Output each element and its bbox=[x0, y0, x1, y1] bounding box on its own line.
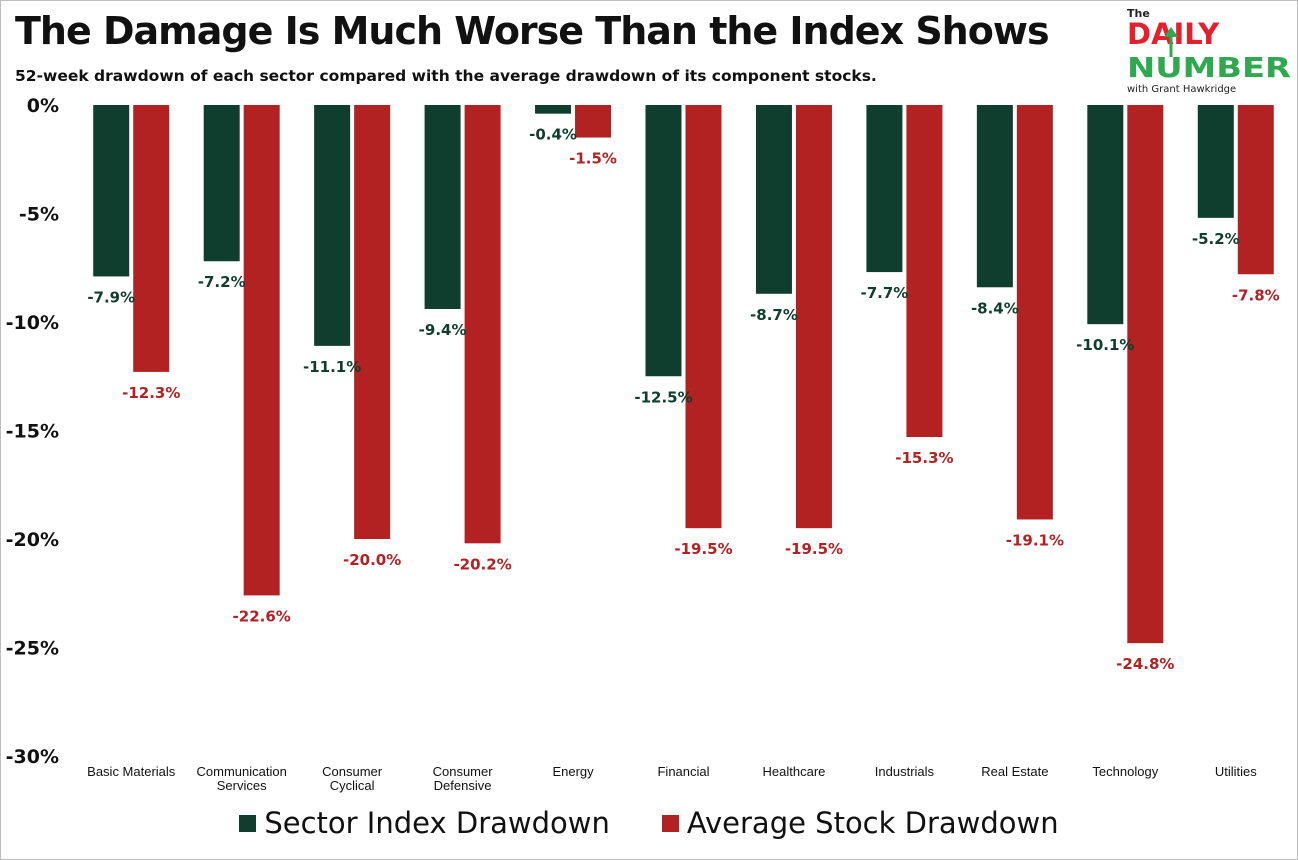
sector-index-value-label: -0.4% bbox=[529, 126, 577, 144]
average-stock-bar bbox=[1237, 105, 1274, 275]
average-stock-bar bbox=[685, 105, 722, 529]
sector-index-value-label: -8.7% bbox=[750, 306, 798, 324]
average-stock-bar bbox=[575, 105, 612, 138]
legend-label-average-stock: Average Stock Drawdown bbox=[686, 806, 1059, 840]
sector-index-value-label: -8.4% bbox=[971, 299, 1019, 317]
average-stock-bar bbox=[1127, 105, 1164, 644]
bar-labels: -7.9% -12.3% -7.2% -22.6% -11.1% -20.0% -9.4% -… bbox=[87, 126, 1279, 673]
y-tick-label: -20% bbox=[6, 529, 59, 551]
legend-item-average-stock[interactable]: Average Stock Drawdown bbox=[661, 806, 1059, 840]
average-stock-bar bbox=[906, 105, 943, 438]
x-category-label: Energy bbox=[552, 764, 594, 779]
sector-index-bar bbox=[93, 105, 130, 277]
sector-index-value-label: -9.4% bbox=[419, 321, 467, 339]
x-category-label: Technology bbox=[1092, 764, 1158, 779]
sector-index-value-label: -7.9% bbox=[87, 288, 135, 306]
sector-index-bar bbox=[314, 105, 351, 346]
sector-index-bar bbox=[203, 105, 240, 262]
x-category-label: Utilities bbox=[1215, 764, 1257, 779]
bar-chart: 0%-5%-10%-15%-20%-25%-30% -7.9%-12.3%-7.… bbox=[6, 95, 1280, 793]
chart-title: The Damage Is Much Worse Than the Index … bbox=[15, 9, 1050, 53]
sector-index-value-label: -7.7% bbox=[860, 284, 908, 302]
sector-index-bar bbox=[755, 105, 792, 294]
average-stock-value-label: -15.3% bbox=[895, 449, 953, 467]
sector-index-bar bbox=[1087, 105, 1124, 325]
average-stock-value-label: -22.6% bbox=[233, 607, 291, 625]
sector-index-bar bbox=[976, 105, 1013, 288]
average-stock-bar bbox=[795, 105, 832, 529]
x-category-label: Industrials bbox=[875, 764, 935, 779]
average-stock-bar bbox=[1016, 105, 1053, 520]
y-tick-label: -25% bbox=[6, 638, 59, 660]
average-stock-value-label: -20.2% bbox=[453, 555, 511, 573]
average-stock-value-label: -20.0% bbox=[343, 551, 401, 569]
average-stock-value-label: -24.8% bbox=[1116, 655, 1174, 673]
y-axis: 0% -5% -10% -15% -20% -25% -30% bbox=[6, 95, 59, 768]
x-category-label: Healthcare bbox=[763, 764, 826, 779]
x-category-label: Basic Materials bbox=[87, 764, 176, 779]
legend: Sector Index Drawdown Average Stock Draw… bbox=[1, 801, 1297, 845]
legend-swatch-average-stock bbox=[661, 814, 679, 832]
x-category-label: Communication Services bbox=[197, 764, 287, 793]
sector-index-bar bbox=[1197, 105, 1234, 218]
y-tick-label: -30% bbox=[6, 746, 59, 768]
average-stock-bar bbox=[133, 105, 170, 372]
average-stock-value-label: -1.5% bbox=[569, 150, 617, 168]
sector-index-value-label: -5.2% bbox=[1192, 230, 1240, 248]
average-stock-value-label: -7.8% bbox=[1232, 286, 1280, 304]
logo-number-text: NUMBER bbox=[1127, 51, 1291, 84]
x-category-label: Consumer Cyclical bbox=[322, 764, 383, 793]
sector-index-bar bbox=[535, 105, 572, 114]
sector-index-value-label: -12.5% bbox=[634, 388, 692, 406]
y-tick-label: -15% bbox=[6, 421, 59, 443]
y-tick-label: -5% bbox=[19, 204, 59, 226]
x-category-label: Financial bbox=[657, 764, 709, 779]
sector-index-bar bbox=[424, 105, 461, 309]
average-stock-bar bbox=[354, 105, 391, 539]
average-stock-value-label: -19.5% bbox=[674, 540, 732, 558]
average-stock-value-label: -19.5% bbox=[785, 540, 843, 558]
sector-index-value-label: -10.1% bbox=[1076, 336, 1134, 354]
chart-subtitle: 52-week drawdown of each sector compared… bbox=[15, 67, 877, 85]
x-category-label: Consumer Defensive bbox=[433, 764, 494, 793]
sector-index-bar bbox=[866, 105, 903, 273]
legend-swatch-sector-index bbox=[239, 814, 257, 832]
logo-the-text: The bbox=[1127, 7, 1150, 20]
x-axis: Basic Materials Communication Services Cons… bbox=[87, 764, 1257, 793]
average-stock-bar bbox=[464, 105, 501, 544]
sector-index-bar bbox=[645, 105, 682, 377]
y-tick-label: -10% bbox=[6, 312, 59, 334]
legend-label-sector-index: Sector Index Drawdown bbox=[264, 806, 610, 840]
sector-index-value-label: -7.2% bbox=[198, 273, 246, 291]
sector-index-value-label: -11.1% bbox=[303, 358, 361, 376]
average-stock-value-label: -12.3% bbox=[122, 384, 180, 402]
bars bbox=[93, 105, 1274, 644]
daily-number-logo: The DAILY NUMBER with Grant Hawkridge bbox=[1127, 7, 1291, 95]
up-arrow-icon bbox=[1164, 27, 1178, 57]
average-stock-value-label: -19.1% bbox=[1006, 531, 1064, 549]
x-category-label: Real Estate bbox=[981, 764, 1048, 779]
logo-byline-text: with Grant Hawkridge bbox=[1127, 84, 1236, 95]
average-stock-bar bbox=[243, 105, 280, 596]
legend-item-sector-index[interactable]: Sector Index Drawdown bbox=[239, 806, 610, 840]
y-tick-label: 0% bbox=[27, 95, 59, 117]
